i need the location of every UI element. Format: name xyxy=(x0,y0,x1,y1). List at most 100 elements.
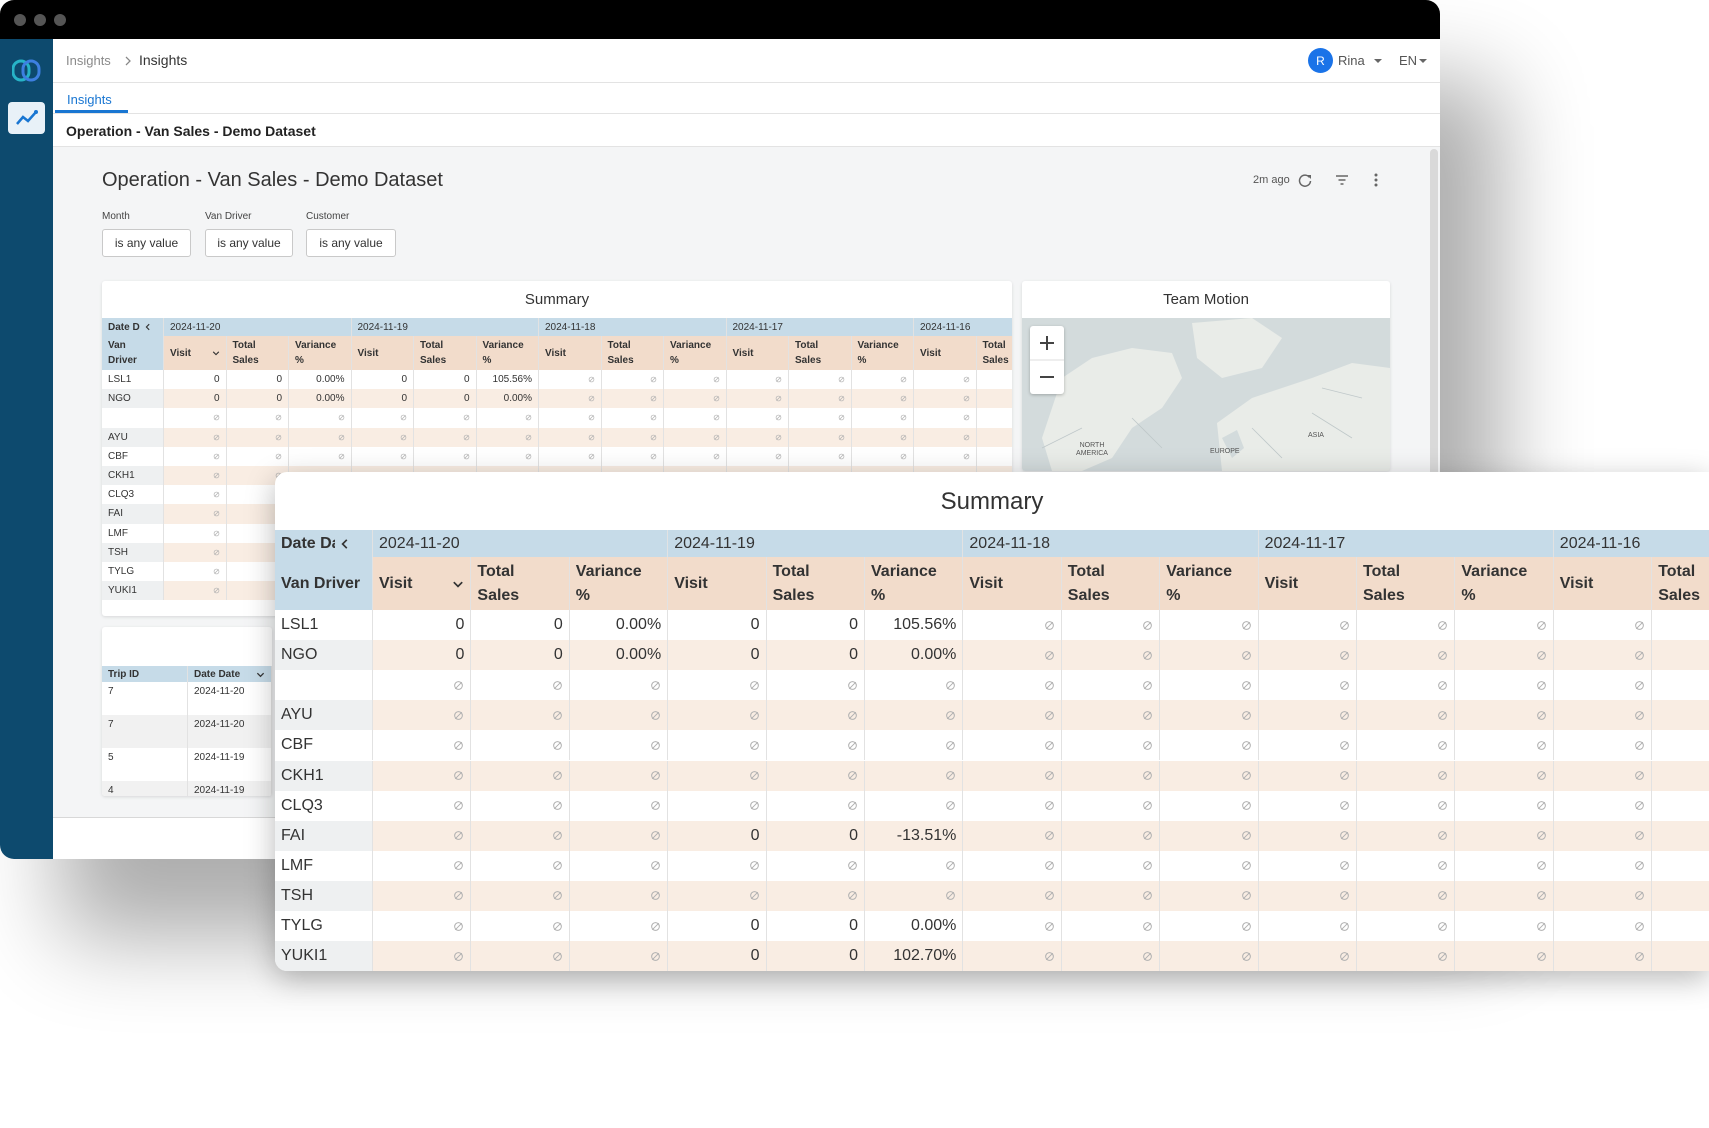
driver-cell: LSL1 xyxy=(102,370,164,390)
value-cell: 0.00% xyxy=(289,389,352,409)
value-cell xyxy=(569,670,669,701)
breadcrumb-sep xyxy=(125,56,131,66)
summary-zoom: Summary Date Date2024-11-202024-11-19202… xyxy=(275,472,1709,971)
null-icon xyxy=(1536,741,1546,750)
null-icon xyxy=(749,891,759,901)
value-cell: 0.00% xyxy=(569,610,669,641)
user-name[interactable]: Rina xyxy=(1338,53,1365,68)
null-icon xyxy=(749,801,759,810)
null-icon xyxy=(552,921,562,931)
column-header: Variance % xyxy=(289,336,352,370)
refresh-icon[interactable] xyxy=(1297,172,1313,188)
null-icon xyxy=(1241,710,1251,720)
null-icon xyxy=(338,434,344,440)
filter-button[interactable]: is any value xyxy=(102,229,191,257)
null-icon xyxy=(275,415,282,421)
null-icon xyxy=(454,801,464,810)
filter-button[interactable]: is any value xyxy=(205,229,293,257)
zoom-in[interactable] xyxy=(1040,336,1054,350)
value-cell xyxy=(1357,911,1456,942)
null-icon xyxy=(775,453,782,460)
column-header: Total Sales xyxy=(766,557,865,610)
null-icon xyxy=(1438,921,1448,931)
null-icon xyxy=(1438,801,1448,810)
filter-button[interactable]: is any value xyxy=(306,229,396,257)
null-icon xyxy=(1044,620,1054,630)
null-icon xyxy=(946,741,956,750)
chevron-left[interactable] xyxy=(339,538,351,550)
value-cell xyxy=(601,427,664,447)
column-header: Visit xyxy=(539,336,602,370)
value-cell xyxy=(1357,941,1456,971)
value-cell: 0.00% xyxy=(865,911,964,942)
value-cell xyxy=(865,700,964,731)
avatar[interactable]: R xyxy=(1308,48,1333,73)
value-cell xyxy=(1455,911,1554,942)
filter-label: Van Driver xyxy=(205,211,252,222)
value-cell xyxy=(471,730,570,761)
null-icon xyxy=(946,891,956,901)
null-icon xyxy=(1340,710,1349,720)
value-cell xyxy=(1553,730,1653,761)
value-cell xyxy=(726,446,789,466)
value-cell xyxy=(471,880,570,911)
null-icon xyxy=(1340,620,1349,630)
null-icon xyxy=(1536,771,1546,780)
trip-cell: 5 xyxy=(102,748,188,781)
date-group: 2024-11-18 xyxy=(539,318,727,336)
page-title-row: Operation - Van Sales - Demo Dataset xyxy=(53,114,1440,147)
tab[interactable]: Insights xyxy=(67,92,112,107)
null-icon xyxy=(650,376,657,383)
column-header: Variance % xyxy=(851,336,914,370)
menu-icon[interactable] xyxy=(1368,172,1384,188)
column-header: Visit xyxy=(351,336,414,370)
value-cell xyxy=(766,790,865,821)
value-cell xyxy=(1553,700,1653,731)
value-cell: 0 xyxy=(164,389,227,409)
value-cell: 105.56% xyxy=(476,370,539,390)
value-cell xyxy=(1061,730,1161,761)
value-cell xyxy=(976,389,1012,409)
value-cell xyxy=(539,427,602,447)
chevron-down[interactable] xyxy=(212,349,220,357)
null-icon xyxy=(775,415,782,421)
value-cell xyxy=(963,880,1062,911)
language[interactable]: EN xyxy=(1399,53,1418,68)
null-icon xyxy=(848,710,857,720)
null-icon xyxy=(848,680,857,690)
date-group: 2024-11-18 xyxy=(963,530,1259,557)
null-icon xyxy=(1635,861,1645,871)
value-cell xyxy=(963,730,1062,761)
map[interactable]: NORTH AMERICA EUROPE ASIA xyxy=(1022,318,1390,471)
nav-insights[interactable] xyxy=(8,102,45,134)
driver-cell: CLQ3 xyxy=(275,790,373,821)
breadcrumb-link[interactable]: Insights xyxy=(66,53,111,68)
value-cell xyxy=(539,408,602,428)
value-cell xyxy=(1652,880,1709,911)
date-group: 2024-11-17 xyxy=(726,318,914,336)
null-icon xyxy=(213,568,219,575)
value-cell xyxy=(1455,941,1554,971)
value-cell xyxy=(1357,880,1456,911)
value-cell xyxy=(963,760,1062,791)
column-header: Variance % xyxy=(569,557,669,610)
map-label: EUROPE xyxy=(1210,448,1240,455)
value-cell xyxy=(164,466,227,486)
value-cell xyxy=(1455,820,1554,851)
null-icon xyxy=(1241,680,1251,690)
chevron-down[interactable] xyxy=(452,578,464,590)
driver-cell: CKH1 xyxy=(102,466,164,486)
value-cell xyxy=(1652,820,1709,851)
null-icon xyxy=(1536,801,1546,810)
value-cell xyxy=(914,389,977,409)
value-cell: 0 xyxy=(668,941,767,971)
chevron-left[interactable] xyxy=(144,323,152,331)
null-icon xyxy=(463,415,469,421)
value-cell xyxy=(789,370,852,390)
value-cell xyxy=(569,880,669,911)
value-cell xyxy=(914,427,977,447)
filter-icon[interactable] xyxy=(1334,172,1350,188)
value-cell xyxy=(1553,880,1653,911)
chevron-down[interactable] xyxy=(256,670,265,679)
